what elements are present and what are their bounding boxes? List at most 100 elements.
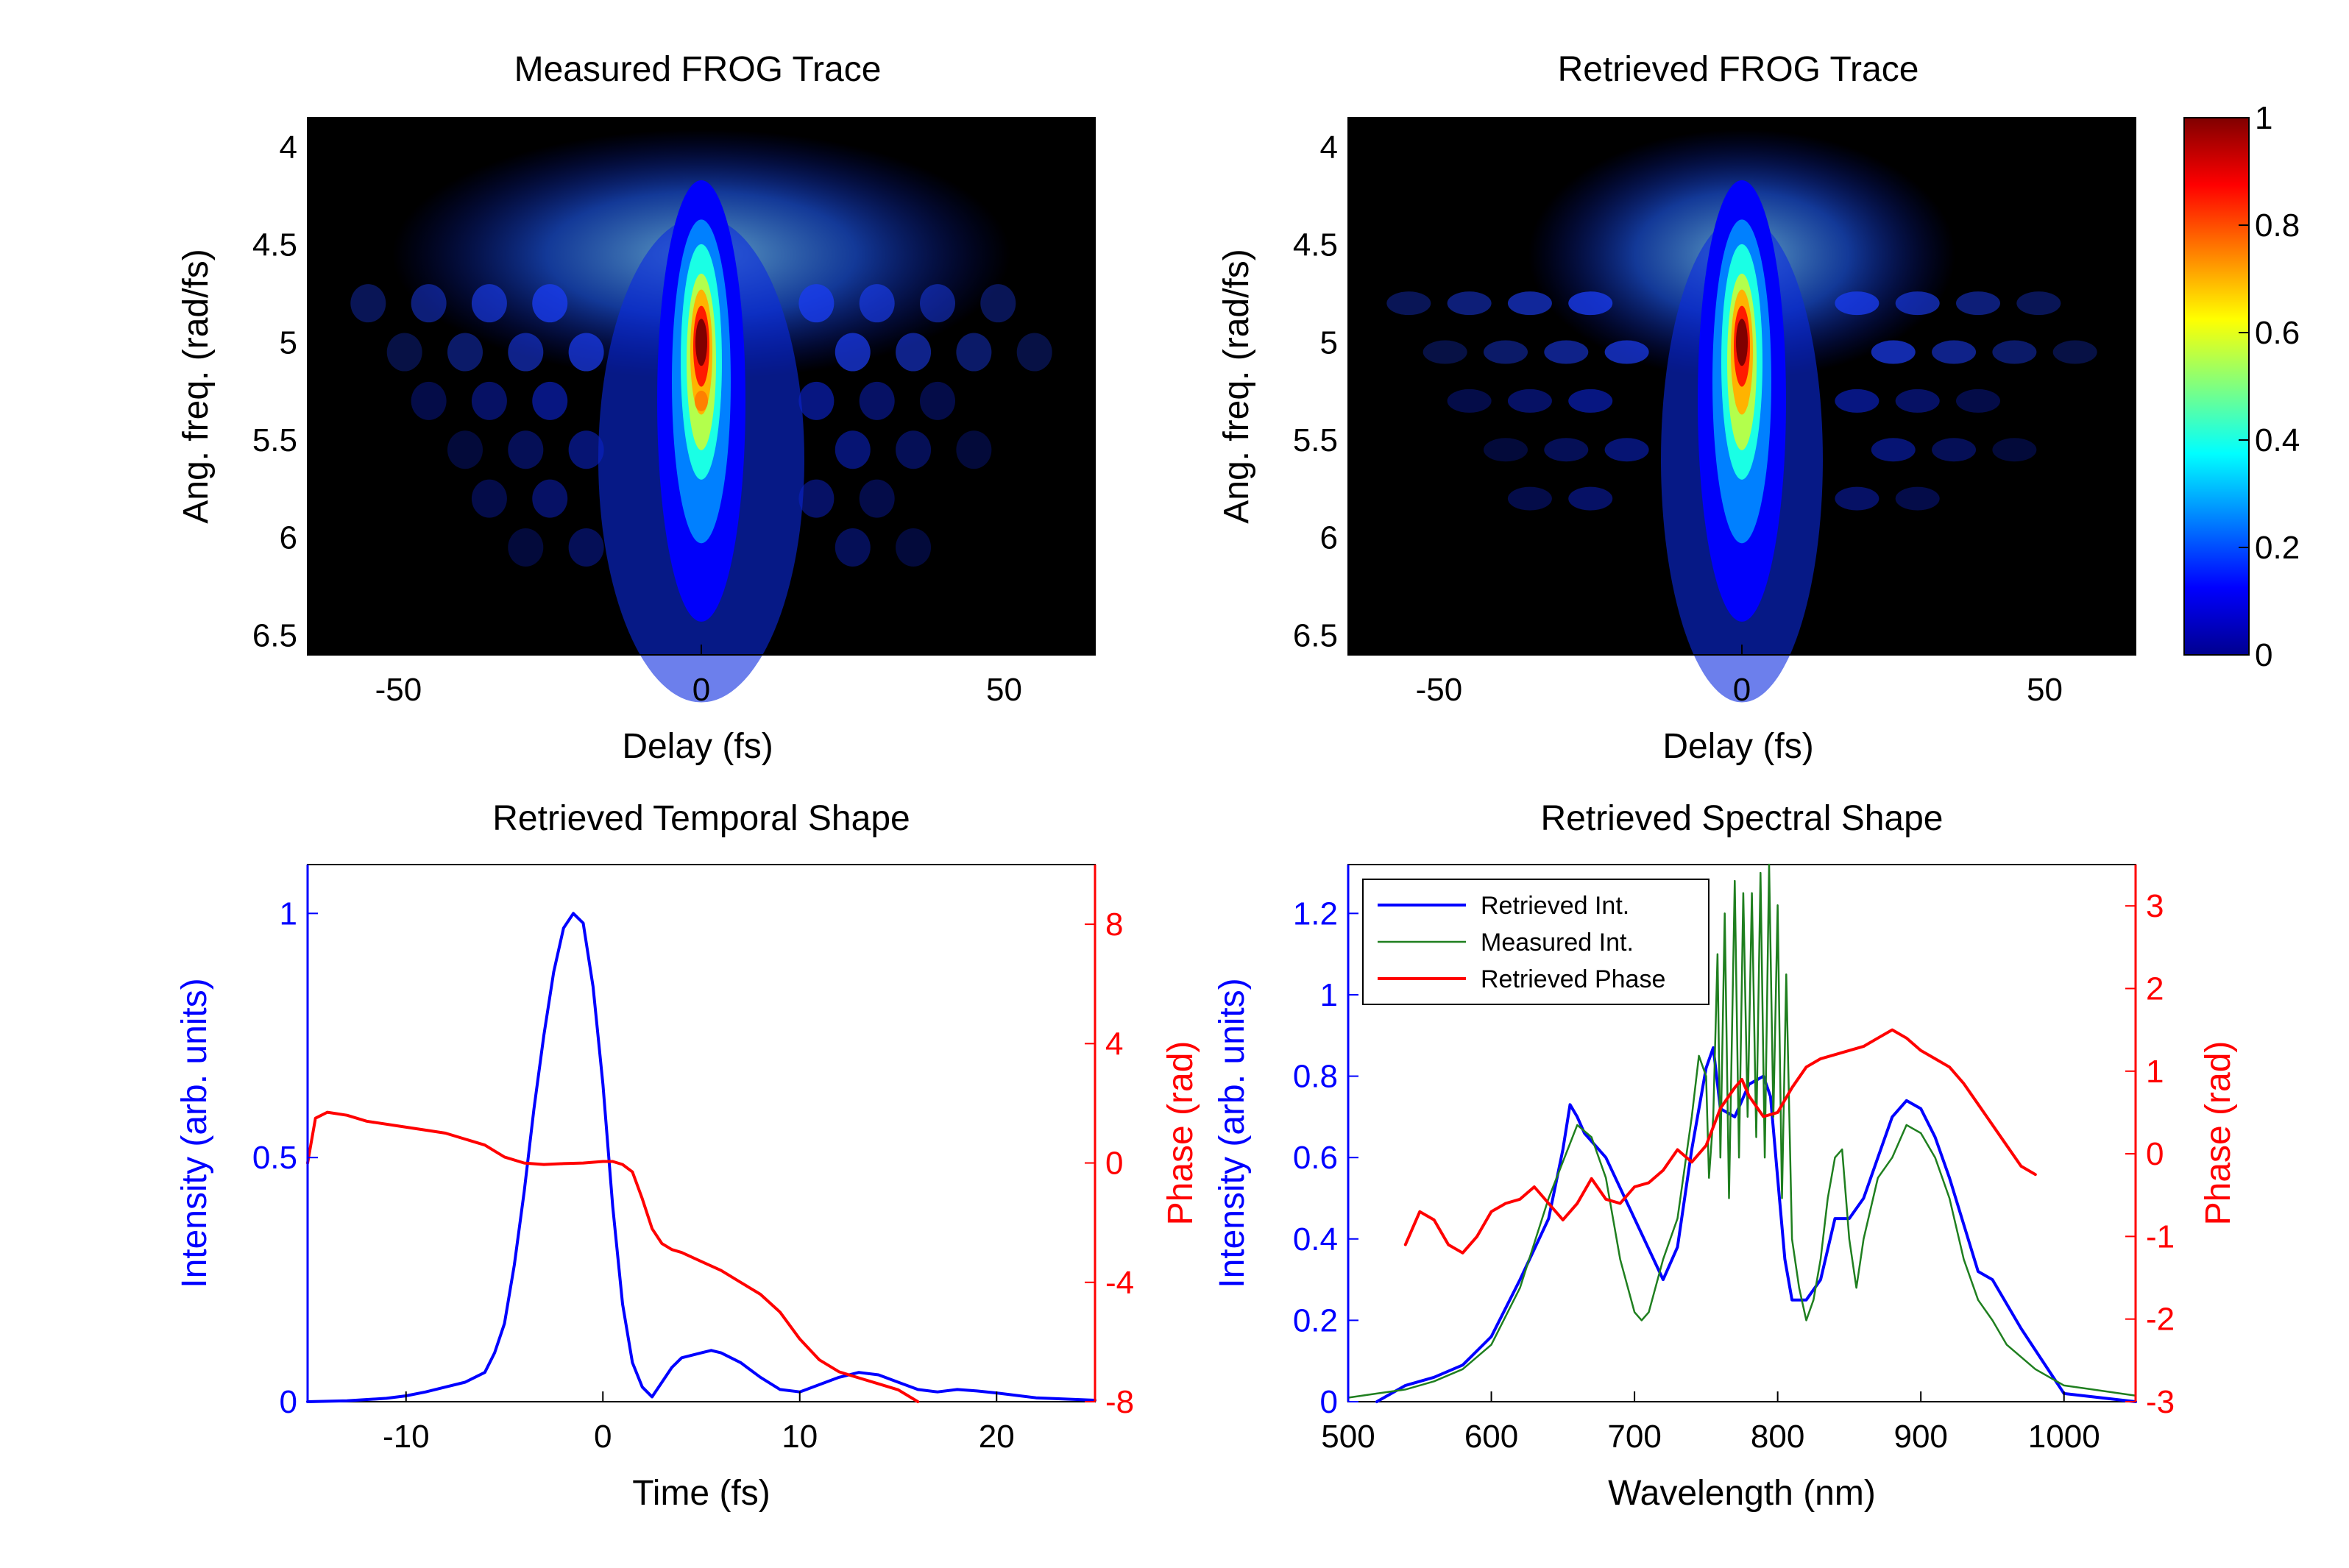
x-tick-label: 50 xyxy=(986,672,1022,708)
fringe-lobe xyxy=(1507,389,1552,413)
fringe-lobe xyxy=(1568,389,1613,413)
fringe-lobe xyxy=(896,528,932,567)
fringe-lobe xyxy=(350,284,386,323)
heatmap-level xyxy=(695,319,707,366)
fringe-lobe xyxy=(920,284,955,323)
fringe-lobe xyxy=(386,333,422,372)
x-axis-label: Delay (fs) xyxy=(1662,727,1813,766)
y-tick-label: 6 xyxy=(1320,520,1338,556)
fringe-lobe xyxy=(471,479,507,518)
y-ticks-right: -3 -2 -1 0 1 2 3 xyxy=(2125,865,2175,1420)
panel-title: Measured FROG Trace xyxy=(514,50,882,89)
fringe-lobe xyxy=(1447,291,1492,316)
y-tick-label: 0.8 xyxy=(1293,1059,1338,1095)
x-ticks: -50 0 50 xyxy=(1416,118,2063,708)
series-lines xyxy=(306,912,1096,1403)
x-tick-label: -50 xyxy=(375,672,422,708)
y-tick-label: 4.5 xyxy=(1293,227,1338,263)
fringe-lobe xyxy=(1895,486,1940,511)
x-tick-label: 600 xyxy=(1464,1419,1518,1455)
x-tick-label: 0 xyxy=(1733,672,1751,708)
fringe-lobe xyxy=(835,333,871,372)
fringe-lobe xyxy=(1016,333,1052,372)
colorbar-tick-label: 0.4 xyxy=(2255,422,2300,458)
y-axis-label-left: Intensity (arb. units) xyxy=(175,978,214,1288)
y-tick-label-right: -8 xyxy=(1105,1384,1134,1420)
fringe-lobe xyxy=(859,284,895,323)
fringe-lobe xyxy=(835,430,871,469)
fringe-lobe xyxy=(532,381,568,420)
fringe-lobe xyxy=(835,528,871,567)
fringe-lobe xyxy=(1604,438,1649,462)
x-tick-label: 0 xyxy=(594,1419,612,1455)
y-tick-label-right: -4 xyxy=(1105,1265,1134,1301)
x-tick-label: 0 xyxy=(692,672,710,708)
y-tick-label-right: -3 xyxy=(2146,1384,2175,1420)
fringe-lobe xyxy=(1484,438,1528,462)
y-tick-label-right: 3 xyxy=(2146,888,2164,924)
fringe-lobe xyxy=(1835,486,1879,511)
fringe-lobe xyxy=(508,528,544,567)
fringe-lobe xyxy=(859,479,895,518)
fringe-lobe xyxy=(1871,340,1916,364)
x-axis-label: Time (fs) xyxy=(632,1474,770,1513)
fringe-lobe xyxy=(859,381,895,420)
fringe-lobe xyxy=(1992,438,2037,462)
fringe-lobe xyxy=(956,430,992,469)
series-line-retrieved-int xyxy=(1375,1046,2137,1403)
fringe-lobe xyxy=(1484,340,1528,364)
y-tick-label: 4 xyxy=(280,130,297,166)
heatmap-core xyxy=(1698,180,1786,622)
fringe-lobe xyxy=(1835,291,1879,316)
fringe-lobe xyxy=(411,284,447,323)
fringe-lobe xyxy=(447,333,483,372)
y-tick-label: 0 xyxy=(280,1384,297,1420)
fringe-lobe xyxy=(1932,438,1977,462)
y-axis-label-right: Phase (rad) xyxy=(1161,1041,1200,1226)
fringe-lobe xyxy=(798,479,835,518)
heatmap-level xyxy=(1736,319,1748,366)
fringe-lobe xyxy=(1422,340,1467,364)
x-tick-label: -10 xyxy=(383,1419,430,1455)
colorbar-tick-label: 1 xyxy=(2255,100,2272,136)
y-tick-label: 4.5 xyxy=(252,227,297,263)
fringe-lobe xyxy=(1871,438,1916,462)
temporal-shape-panel: Retrieved Temporal Shape -10 0 10 20 00.51 … xyxy=(175,799,1200,1513)
y-tick-label: 0.4 xyxy=(1293,1221,1338,1257)
fringe-lobe xyxy=(1895,291,1940,316)
fringe-lobe xyxy=(798,381,835,420)
fringe-lobe xyxy=(920,381,955,420)
y-tick-label-right: -2 xyxy=(2146,1302,2175,1338)
fringe-lobe xyxy=(1992,340,2037,364)
fringe-lobe xyxy=(1895,389,1940,413)
series-line-measured-int xyxy=(1347,863,2137,1399)
y-tick-label-right: 0 xyxy=(2146,1136,2164,1172)
fringe-lobe xyxy=(2016,291,2061,316)
x-tick-label: 800 xyxy=(1751,1419,1804,1455)
y-tick-label: 6.5 xyxy=(1293,617,1338,653)
series-lines xyxy=(1347,863,2137,1403)
y-tick-label: 5.5 xyxy=(252,422,297,458)
fringe-lobe xyxy=(980,284,1016,323)
fringe-lobe xyxy=(1604,340,1649,364)
x-tick-label: 1000 xyxy=(2028,1419,2100,1455)
fringe-lobe xyxy=(1507,291,1552,316)
y-tick-label: 0.2 xyxy=(1293,1302,1338,1338)
colorbar-ticks: 0 0.2 0.4 0.6 0.8 1 xyxy=(2239,100,2300,673)
y-ticks-right: -8 -4 0 4 8 xyxy=(1085,865,1134,1420)
panel-title: Retrieved FROG Trace xyxy=(1558,50,1919,89)
fringe-lobe xyxy=(798,284,835,323)
y-tick-label: 5.5 xyxy=(1293,422,1338,458)
colorbar-tick-label: 0.6 xyxy=(2255,315,2300,351)
plot-frame xyxy=(307,864,1096,1402)
fringe-lobe xyxy=(532,479,568,518)
fringe-lobe xyxy=(956,333,992,372)
series-line-retrieved-phase xyxy=(1403,1028,2037,1255)
fringe-lobe xyxy=(568,333,604,372)
x-ticks: 500 600 700 800 900 1000 xyxy=(1321,1391,2100,1455)
x-axis-label: Delay (fs) xyxy=(622,727,773,766)
fringe-lobe xyxy=(1507,486,1552,511)
y-tick-label-right: 1 xyxy=(2146,1054,2164,1090)
y-axis-label: Ang. freq. (rad/fs) xyxy=(1217,249,1256,523)
